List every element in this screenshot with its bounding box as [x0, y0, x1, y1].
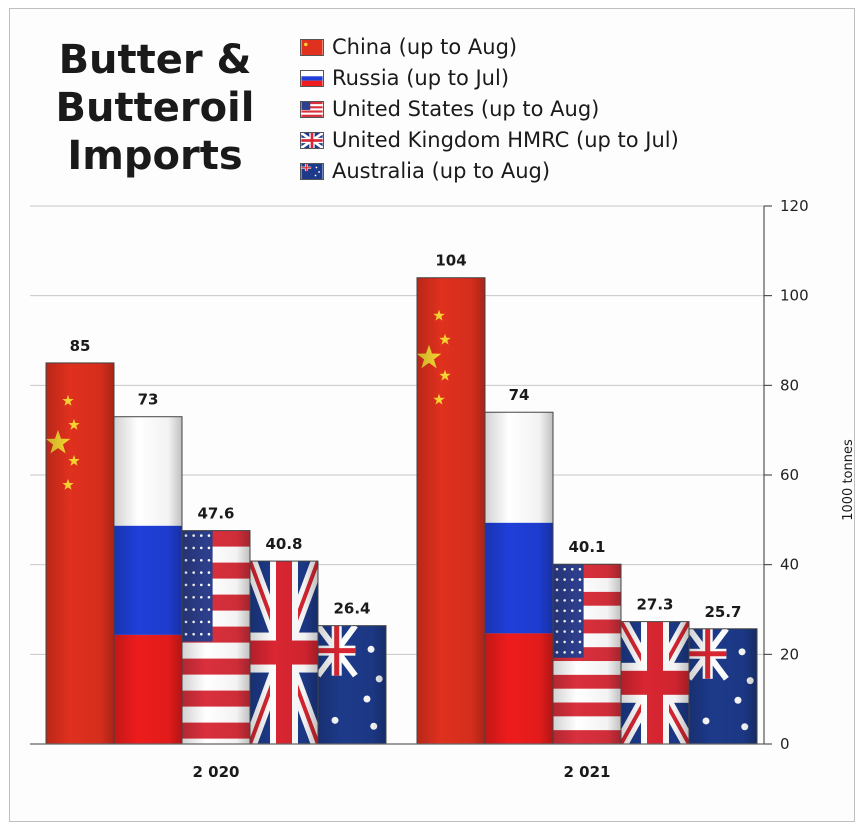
bar-australia-1 — [688, 628, 758, 745]
bar-china-1 — [416, 277, 486, 745]
data-label-australia-0: 26.4 — [333, 600, 370, 618]
y-axis: 0 20 40 60 80 100 120 — [30, 197, 809, 753]
legend-label-uk: United Kingdom HMRC (up to Jul) — [332, 128, 679, 152]
data-label-china-1: 104 — [435, 252, 466, 270]
bar-china-0 — [45, 362, 115, 745]
x-category-label: 2 020 — [193, 763, 240, 781]
bar-uk-0 — [249, 560, 319, 745]
y-tick-label: 0 — [780, 735, 790, 753]
russia-flag-icon — [300, 70, 324, 87]
bar-usa-1 — [552, 563, 622, 745]
data-label-australia-1: 25.7 — [704, 603, 741, 621]
chart-title: Butter & Butteroil Imports — [30, 36, 280, 180]
usa-flag-icon — [300, 101, 324, 118]
legend-label-china: China (up to Aug) — [332, 35, 518, 59]
data-label-uk-1: 27.3 — [636, 596, 673, 614]
y-tick-label: 80 — [780, 376, 799, 394]
australia-flag-icon — [300, 163, 324, 180]
china-flag-icon — [300, 39, 324, 56]
bars — [45, 277, 758, 745]
x-axis: 2 020 2 021 — [193, 763, 611, 781]
data-label-usa-1: 40.1 — [568, 538, 605, 556]
chart-title-line-1: Butter & — [58, 37, 252, 83]
legend-label-usa: United States (up to Aug) — [332, 97, 600, 121]
legend-label-russia: Russia (up to Jul) — [332, 66, 510, 90]
bar-russia-0 — [113, 416, 183, 745]
y-tick-label: 20 — [780, 645, 799, 663]
data-label-russia-0: 73 — [138, 391, 159, 409]
bar-australia-0 — [317, 625, 387, 745]
data-labels: 85 73 47.6 40.8 26.4 104 74 40.1 27.3 25.7 — [70, 252, 742, 621]
chart-title-line-3: Imports — [67, 133, 243, 179]
data-label-china-0: 85 — [70, 337, 91, 355]
data-label-uk-0: 40.8 — [265, 535, 302, 553]
x-category-label: 2 021 — [564, 763, 611, 781]
y-tick-label: 100 — [780, 287, 809, 305]
legend-label-australia: Australia (up to Aug) — [332, 159, 551, 183]
bar-russia-1 — [484, 411, 554, 745]
bar-uk-1 — [620, 621, 690, 745]
data-label-usa-0: 47.6 — [197, 505, 234, 523]
uk-flag-icon — [300, 132, 324, 149]
y-tick-label: 40 — [780, 556, 799, 574]
y-tick-label: 60 — [780, 466, 799, 484]
data-label-russia-1: 74 — [509, 386, 530, 404]
bar-usa-0 — [181, 530, 251, 745]
y-axis-label: 1000 tonnes — [841, 439, 856, 521]
chart-title-line-2: Butteroil — [55, 85, 255, 131]
y-tick-label: 120 — [780, 197, 809, 215]
